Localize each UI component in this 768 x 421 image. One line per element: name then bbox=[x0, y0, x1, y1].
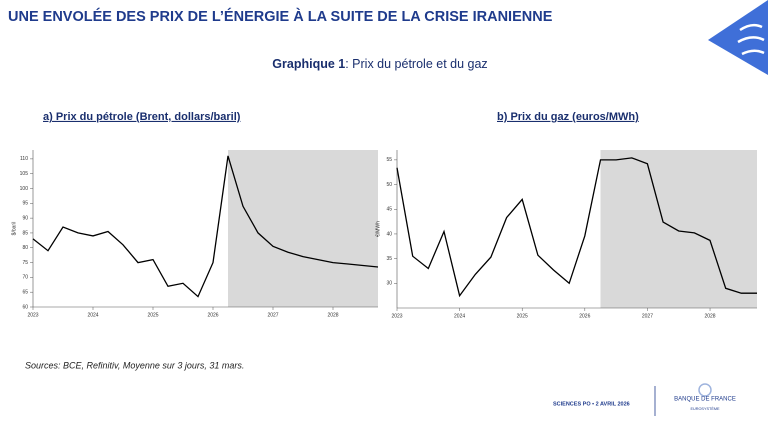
forecast-shade bbox=[600, 150, 757, 308]
y-tick-label: 95 bbox=[22, 201, 28, 207]
x-tick-label: 2024 bbox=[87, 312, 98, 318]
x-tick-label: 2026 bbox=[207, 312, 218, 318]
slide-title: UNE ENVOLÉE DES PRIX DE L’ÉNERGIE À LA S… bbox=[8, 8, 553, 25]
x-tick-label: 2025 bbox=[147, 312, 158, 318]
y-tick-label: 80 bbox=[22, 245, 28, 251]
y-tick-label: 85 bbox=[22, 230, 28, 236]
y-tick-label: 55 bbox=[386, 157, 392, 163]
data-line bbox=[396, 157, 757, 298]
footer-event: SCIENCES PO • 2 AVRIL 2026 bbox=[553, 401, 630, 407]
y-tick-label: 75 bbox=[22, 260, 28, 266]
y-tick-label: 65 bbox=[22, 290, 28, 296]
y-tick-label: 30 bbox=[386, 281, 392, 287]
forecast-shade bbox=[228, 150, 378, 307]
x-tick-label: 2028 bbox=[704, 313, 715, 319]
figure-heading: Graphique 1: Prix du pétrole et du gaz bbox=[272, 57, 487, 71]
y-tick-label: 45 bbox=[386, 207, 392, 213]
logo-subtitle: EUROSYSTÈME bbox=[690, 406, 720, 411]
y-tick-label: 35 bbox=[386, 256, 392, 262]
y-tick-label: 110 bbox=[20, 156, 28, 162]
x-tick-label: 2023 bbox=[391, 313, 402, 319]
x-tick-label: 2028 bbox=[327, 312, 338, 318]
x-tick-label: 2023 bbox=[27, 312, 38, 318]
y-tick-label: 50 bbox=[386, 182, 392, 188]
y-axis-label: $/baril bbox=[11, 222, 17, 236]
y-tick-label: 100 bbox=[20, 186, 29, 192]
logo-name: BANQUE DE FRANCE bbox=[674, 397, 736, 403]
x-tick-label: 2027 bbox=[267, 312, 278, 318]
logo-emblem bbox=[698, 383, 712, 397]
x-tick-label: 2024 bbox=[454, 313, 465, 319]
y-tick-label: 90 bbox=[22, 215, 28, 221]
logo-shape bbox=[708, 0, 768, 75]
x-tick-label: 2027 bbox=[642, 313, 653, 319]
figure-title: : Prix du pétrole et du gaz bbox=[345, 57, 487, 71]
sources: Sources: BCE, Refinitiv, Moyenne sur 3 j… bbox=[25, 360, 244, 370]
chart-title: b) Prix du gaz (euros/MWh) bbox=[497, 111, 639, 123]
y-tick-label: 70 bbox=[22, 275, 28, 281]
y-tick-label: 60 bbox=[22, 304, 28, 310]
y-axis-label: €/MWh bbox=[375, 221, 381, 237]
x-tick-label: 2026 bbox=[579, 313, 590, 319]
y-tick-label: 105 bbox=[20, 171, 29, 177]
figure-number: Graphique 1 bbox=[272, 57, 345, 71]
x-tick-label: 2025 bbox=[517, 313, 528, 319]
data-line bbox=[32, 155, 379, 298]
chart-title: a) Prix du pétrole (Brent, dollars/baril… bbox=[43, 111, 241, 123]
y-tick-label: 40 bbox=[386, 231, 392, 237]
